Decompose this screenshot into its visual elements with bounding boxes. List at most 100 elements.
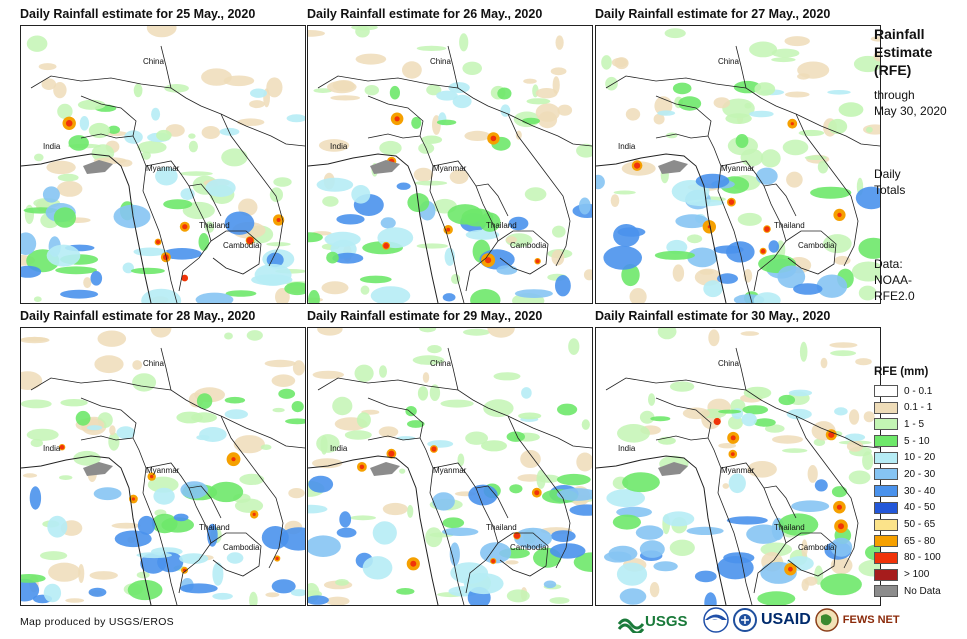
rain-patch (846, 440, 864, 452)
rain-patch (432, 492, 455, 511)
rain-patch (855, 358, 872, 366)
rain-patch (535, 88, 558, 99)
country-borders (21, 45, 305, 303)
rfe-legend: RFE (mm) 0 - 0.1 0.1 - 1 1 - 5 5 - 10 10 - 2… (874, 366, 966, 600)
rain-patch (335, 579, 349, 586)
rain-patch (246, 237, 254, 244)
rain-patch (858, 237, 880, 259)
rainfall-map-svg: China India Myanmar Thailand Cambodia (308, 26, 592, 303)
rain-patch (740, 331, 759, 336)
rain-patch (814, 479, 828, 492)
rain-patch (351, 26, 378, 31)
sidebar-data-line: NOAA- (874, 273, 913, 287)
rain-patch (568, 338, 580, 355)
map-credit: Map produced by USGS/EROS (20, 616, 174, 628)
rain-patch (583, 269, 592, 281)
rain-patch (355, 53, 387, 65)
rain-patch (359, 464, 365, 470)
rain-patch (407, 504, 414, 518)
rain-patch (425, 527, 443, 548)
map-label-china: China (430, 57, 451, 66)
rain-patch (485, 257, 492, 264)
legend-item: 5 - 10 (874, 433, 966, 449)
rain-patch (43, 583, 62, 603)
legend-item: 65 - 80 (874, 533, 966, 549)
rain-patch (793, 283, 823, 295)
rain-patch (578, 197, 591, 215)
map-label-cambodia: Cambodia (510, 241, 547, 250)
rain-patch (753, 418, 776, 427)
rain-patch (389, 85, 400, 100)
rain-patch (442, 517, 465, 529)
rain-patch (133, 83, 143, 98)
rain-patch (53, 207, 76, 228)
rain-patch (804, 576, 818, 586)
rain-patch (150, 328, 172, 338)
rain-patch (718, 443, 737, 449)
border-line (785, 532, 837, 577)
legend-item: 10 - 20 (874, 450, 966, 466)
rain-patch (723, 552, 755, 564)
rain-patch (271, 579, 296, 594)
rain-patch (21, 399, 52, 409)
legend-item: 0.1 - 1 (874, 400, 966, 416)
rain-patch (465, 229, 500, 240)
rain-patch (231, 457, 236, 462)
legend-item: 0 - 0.1 (874, 383, 966, 399)
sidebar-title-line: (RFE) (874, 62, 912, 78)
rain-patch (838, 523, 844, 530)
rain-patch (89, 571, 118, 580)
rain-patch (694, 570, 717, 583)
rain-patch (457, 453, 465, 467)
rain-patch (604, 551, 632, 563)
rainfall-field (308, 328, 592, 605)
rain-patch (481, 440, 507, 452)
rainfall-map-svg: China India Myanmar Thailand Cambodia (596, 28, 880, 303)
rain-patch (653, 561, 678, 572)
rain-patch (147, 476, 179, 493)
rain-patch (212, 562, 224, 586)
rain-patch (116, 426, 136, 439)
rain-patch (136, 571, 150, 579)
rain-patch (21, 336, 49, 342)
rain-patch (639, 540, 665, 558)
rain-patch (29, 486, 42, 510)
rain-patch (288, 488, 305, 499)
country-borders (596, 45, 880, 303)
rain-patch (412, 355, 445, 365)
rain-patch (551, 249, 565, 266)
rain-patch (513, 532, 521, 539)
country-borders (596, 347, 880, 605)
rain-patch (440, 399, 474, 408)
rain-patch (650, 416, 671, 422)
border-line (367, 95, 424, 139)
rain-patch (464, 130, 491, 141)
legend-label: 5 - 10 (904, 435, 930, 447)
sidebar-totals-line: Totals (874, 183, 906, 197)
rain-patch (238, 198, 258, 217)
rain-patch (537, 111, 558, 129)
rain-patch (78, 564, 85, 583)
rain-patch (573, 552, 592, 572)
map-label-china: China (430, 359, 451, 368)
rain-patch (173, 513, 189, 522)
rain-patch (308, 232, 323, 243)
rain-patch (757, 591, 796, 605)
rain-patch (410, 560, 417, 567)
rain-patch (317, 328, 343, 336)
rain-patch (725, 113, 752, 124)
rain-patch (788, 566, 793, 572)
rain-patch (555, 35, 564, 50)
legend-label: No Data (904, 585, 941, 597)
rain-patch (798, 129, 825, 137)
rain-patch (57, 181, 83, 197)
coastline (596, 153, 727, 303)
legend-item: 30 - 40 (874, 483, 966, 499)
map-label-cambodia: Cambodia (510, 543, 547, 552)
rain-patch (312, 370, 344, 379)
rain-patch (718, 409, 742, 414)
rain-patch (717, 273, 738, 284)
rain-patch (137, 515, 156, 535)
rain-patch (275, 556, 279, 561)
rain-patch (237, 118, 265, 126)
